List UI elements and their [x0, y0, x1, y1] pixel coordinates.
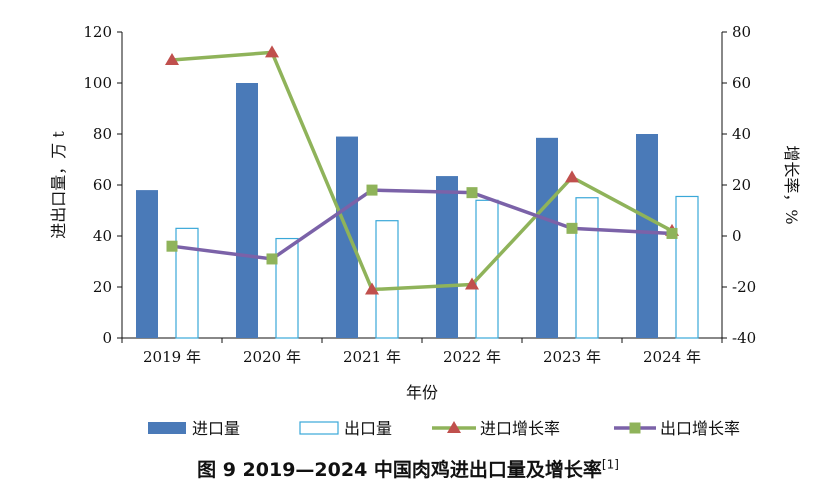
bar-export-volume	[175, 227, 199, 339]
marker-import-growth	[465, 277, 479, 290]
legend-label-export-growth: 出口增长率	[660, 419, 740, 438]
right-axis-title: 增长率，%	[782, 145, 801, 224]
left-tick-label: 0	[102, 329, 112, 347]
left-tick-label: 80	[93, 125, 112, 143]
left-tick-label: 20	[93, 278, 112, 296]
marker-export-growth	[566, 222, 578, 234]
left-axis-title: 进出口量，万 t	[49, 131, 68, 239]
legend-swatch-import-volume	[148, 422, 186, 434]
marker-import-growth	[365, 282, 379, 295]
bar-import-volume	[236, 83, 258, 338]
line-export-growth	[171, 188, 673, 261]
marker-export-growth	[466, 187, 478, 199]
right-tick-label: 80	[732, 23, 751, 41]
legend-swatch-export-growth-marker	[629, 422, 641, 434]
caption-text: 图 9 2019—2024 中国肉鸡进出口量及增长率	[197, 459, 602, 481]
marker-import-growth	[165, 53, 179, 66]
bar-import-volume	[436, 176, 458, 338]
bar-export-volume	[575, 197, 599, 339]
bar-export-volume	[675, 195, 699, 339]
chart-canvas: 0 20 40 60 80 100 120 -40 -20 0 20 40 60 80 2019 年 2020…	[49, 23, 801, 438]
right-tick-label: 20	[732, 176, 751, 194]
x-tick-label: 2019 年	[143, 348, 201, 366]
right-tick-label: -20	[732, 278, 756, 296]
left-tick-label: 60	[93, 176, 112, 194]
bar-export-volume	[375, 220, 399, 339]
x-axis-title: 年份	[406, 383, 438, 402]
marker-import-growth	[265, 45, 279, 58]
marker-import-growth	[565, 170, 579, 183]
right-tick-label: 60	[732, 74, 751, 92]
legend-swatch-import-growth-marker	[447, 421, 461, 433]
right-tick-label: 0	[732, 227, 742, 245]
left-tick-label: 40	[93, 227, 112, 245]
marker-export-growth	[166, 240, 178, 252]
legend-label-import-volume: 进口量	[192, 419, 240, 438]
x-tick-label: 2024 年	[643, 348, 701, 366]
line-import-growth	[171, 50, 673, 292]
bar-export-volume	[275, 237, 299, 339]
right-tick-label: 40	[732, 125, 751, 143]
caption-reference: [1]	[601, 457, 619, 472]
x-tick-label: 2022 年	[443, 348, 501, 366]
bar-import-volume	[136, 190, 158, 338]
marker-export-growth	[366, 184, 378, 196]
legend-swatch-export-volume	[299, 421, 339, 435]
marker-export-growth	[266, 253, 278, 265]
left-tick-label: 100	[83, 74, 112, 92]
figure-caption: 图 9 2019—2024 中国肉鸡进出口量及增长率[1]	[0, 455, 816, 482]
x-tick-label: 2020 年	[243, 348, 301, 366]
marker-export-growth	[666, 227, 678, 239]
legend-label-export-volume: 出口量	[344, 419, 392, 438]
bar-import-volume	[336, 136, 358, 338]
right-tick-label: -40	[732, 329, 756, 347]
x-tick-label: 2021 年	[343, 348, 401, 366]
left-tick-label: 120	[83, 23, 112, 41]
bar-import-volume	[536, 137, 558, 338]
legend-label-import-growth: 进口增长率	[480, 419, 560, 438]
x-tick-label: 2023 年	[543, 348, 601, 366]
bar-import-volume	[636, 134, 658, 338]
